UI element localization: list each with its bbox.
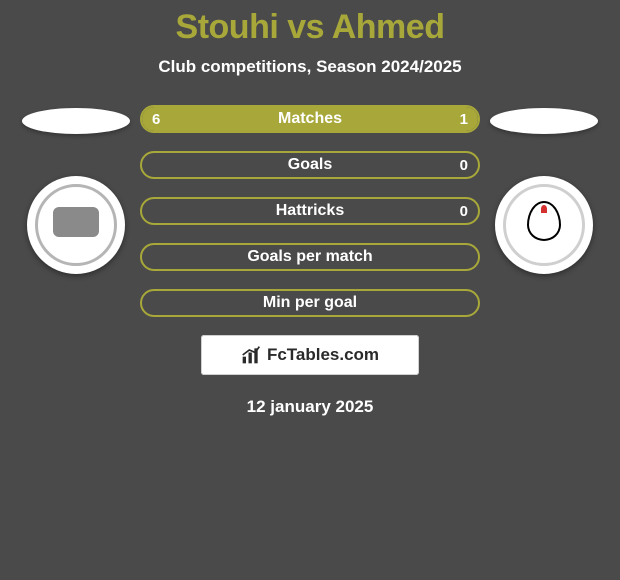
chart-icon xyxy=(241,345,261,365)
club-badge-left-inner xyxy=(35,184,117,266)
branding-box: FcTables.com xyxy=(201,335,419,375)
bar-value-right: 0 xyxy=(460,157,468,174)
club-badge-right-inner xyxy=(503,184,585,266)
club-badge-left xyxy=(27,176,125,274)
comparison-panel: 6 1 Matches 0 Goals 0 Hattricks Goals per match… xyxy=(0,105,620,317)
player-left-column xyxy=(16,105,136,274)
bar-value-right: 0 xyxy=(460,203,468,220)
stat-bar-min-per-goal: Min per goal xyxy=(140,289,480,317)
subtitle: Club competitions, Season 2024/2025 xyxy=(0,57,620,77)
bar-value-left: 6 xyxy=(152,111,160,128)
stat-bar-hattricks: 0 Hattricks xyxy=(140,197,480,225)
stat-bars: 6 1 Matches 0 Goals 0 Hattricks Goals per match… xyxy=(136,105,484,317)
stat-bar-goals: 0 Goals xyxy=(140,151,480,179)
player-right-column xyxy=(484,105,604,274)
stat-bar-matches: 6 1 Matches xyxy=(140,105,480,133)
bar-label: Hattricks xyxy=(276,202,344,220)
player-right-placeholder-icon xyxy=(490,108,598,134)
stat-bar-goals-per-match: Goals per match xyxy=(140,243,480,271)
bar-value-right: 1 xyxy=(460,111,468,128)
branding-text: FcTables.com xyxy=(267,345,379,365)
date-label: 12 january 2025 xyxy=(0,397,620,417)
club-badge-right xyxy=(495,176,593,274)
page-title: Stouhi vs Ahmed xyxy=(0,8,620,47)
bar-fill-left xyxy=(142,107,404,131)
bar-label: Goals xyxy=(288,156,332,174)
bar-label: Min per goal xyxy=(263,294,357,312)
player-left-placeholder-icon xyxy=(22,108,130,134)
bar-label: Matches xyxy=(278,110,342,128)
bar-label: Goals per match xyxy=(247,248,372,266)
